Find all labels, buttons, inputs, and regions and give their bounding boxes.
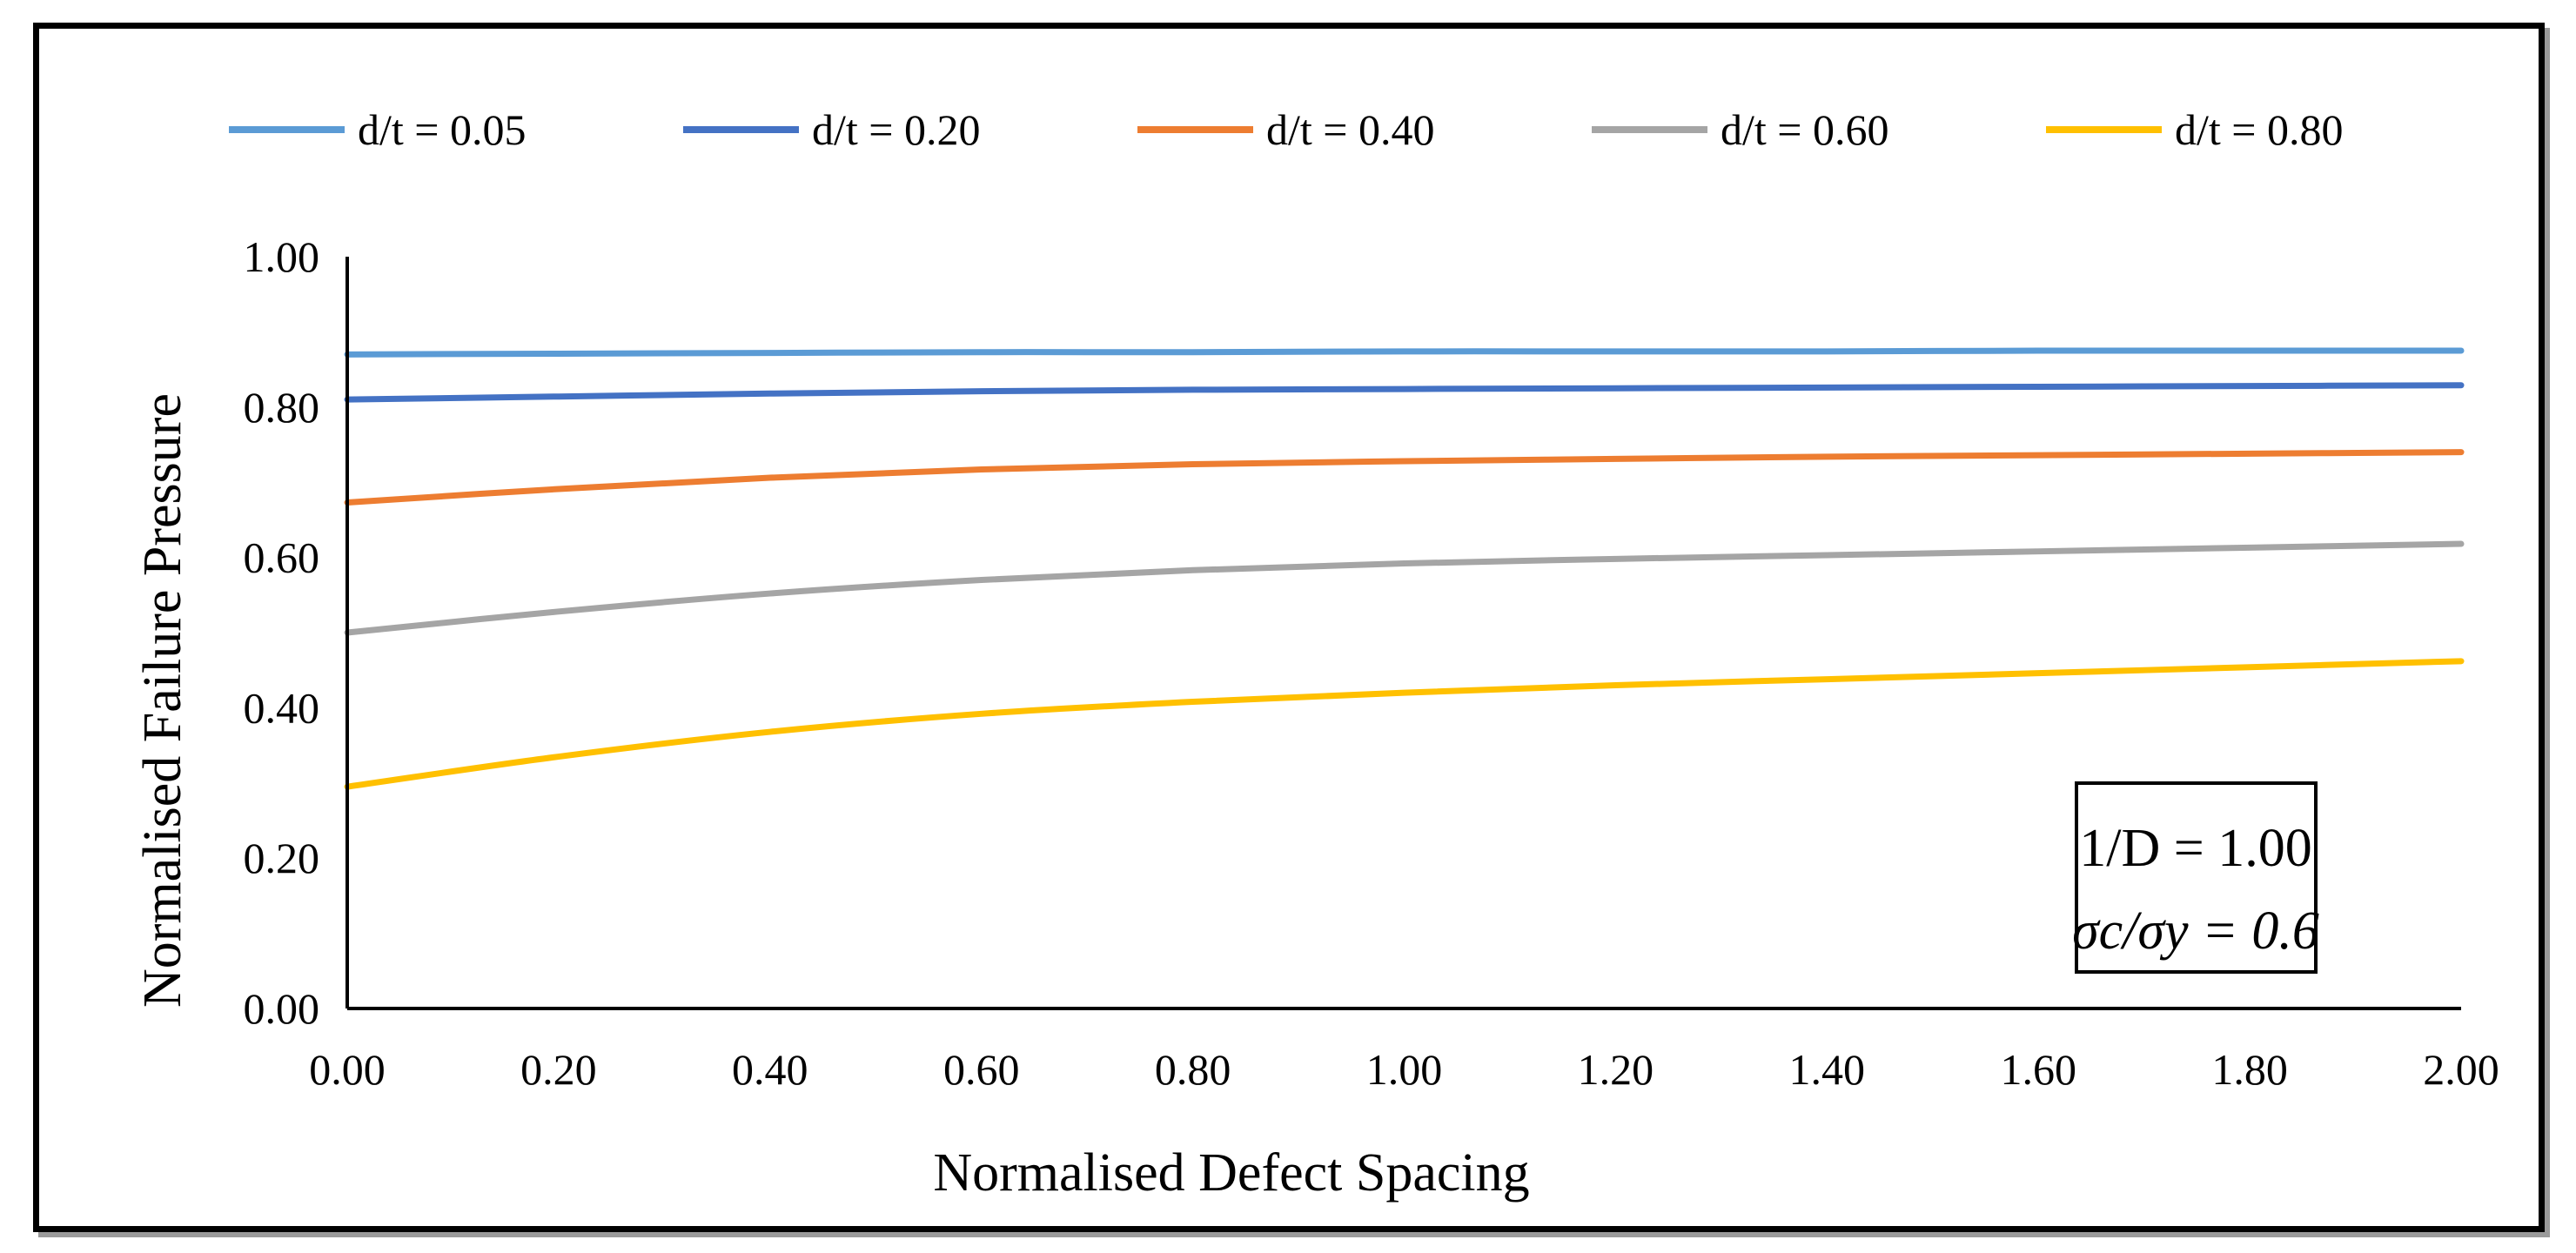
y-axis-title: Normalised Failure Pressure [133,393,192,1008]
x-axis-ticks: 0.00 0.20 0.40 0.60 0.80 1.00 1.20 1.40 1.60 1.80… [309,1045,2499,1094]
axes [345,257,2461,1010]
legend-label: d/t = 0.40 [1266,105,1434,154]
annotation-line-2: σc/σy = 0.6 [2072,901,2319,961]
y-tick-label: 0.80 [244,383,320,432]
x-tick-label: 0.00 [309,1045,386,1094]
series-group [344,347,2465,790]
x-tick-label: 2.00 [2423,1045,2499,1094]
series-line-1 [344,347,2465,358]
legend-label: d/t = 0.60 [1721,105,1888,154]
x-tick-label: 1.60 [2000,1045,2076,1094]
legend-label: d/t = 0.05 [358,105,526,154]
annotation-line-1: 1/D = 1.00 [2079,819,2311,878]
legend: d/t = 0.05 d/t = 0.20 d/t = 0.40 d/t = 0.60… [229,105,2343,154]
series-line-5 [344,658,2465,790]
legend-item-3: d/t = 0.40 [1137,105,1434,154]
legend-label: d/t = 0.20 [812,105,980,154]
x-tick-label: 0.40 [732,1045,808,1094]
chart-frame: d/t = 0.05 d/t = 0.20 d/t = 0.40 d/t = 0.60… [33,23,2545,1232]
y-tick-label: 0.20 [244,834,320,882]
y-tick-label: 1.00 [244,232,320,281]
legend-item-5: d/t = 0.80 [2046,105,2343,154]
y-tick-label: 0.40 [244,683,320,732]
x-tick-label: 1.20 [1578,1045,1654,1094]
chart: d/t = 0.05 d/t = 0.20 d/t = 0.40 d/t = 0.60… [133,105,2499,1203]
legend-item-1: d/t = 0.05 [229,105,526,154]
x-tick-label: 0.80 [1155,1045,1231,1094]
series-line-3 [344,449,2465,506]
x-tick-label: 1.40 [1789,1045,1866,1094]
x-axis-title: Normalised Defect Spacing [933,1143,1529,1203]
x-tick-label: 0.60 [943,1045,1020,1094]
y-tick-label: 0.60 [244,533,320,582]
legend-item-4: d/t = 0.60 [1592,105,1888,154]
series-line-4 [344,540,2465,636]
legend-label: d/t = 0.80 [2175,105,2343,154]
annotation-box: 1/D = 1.00 σc/σy = 0.6 [2072,781,2319,974]
annotation-border [2075,781,2318,974]
series-line-2 [344,382,2465,403]
x-tick-label: 1.80 [2211,1045,2288,1094]
legend-item-2: d/t = 0.20 [683,105,980,154]
x-tick-label: 0.20 [520,1045,597,1094]
y-axis-ticks: 0.00 0.20 0.40 0.60 0.80 1.00 [244,232,320,1033]
x-tick-label: 1.00 [1366,1045,1443,1094]
y-tick-label: 0.00 [244,984,320,1033]
